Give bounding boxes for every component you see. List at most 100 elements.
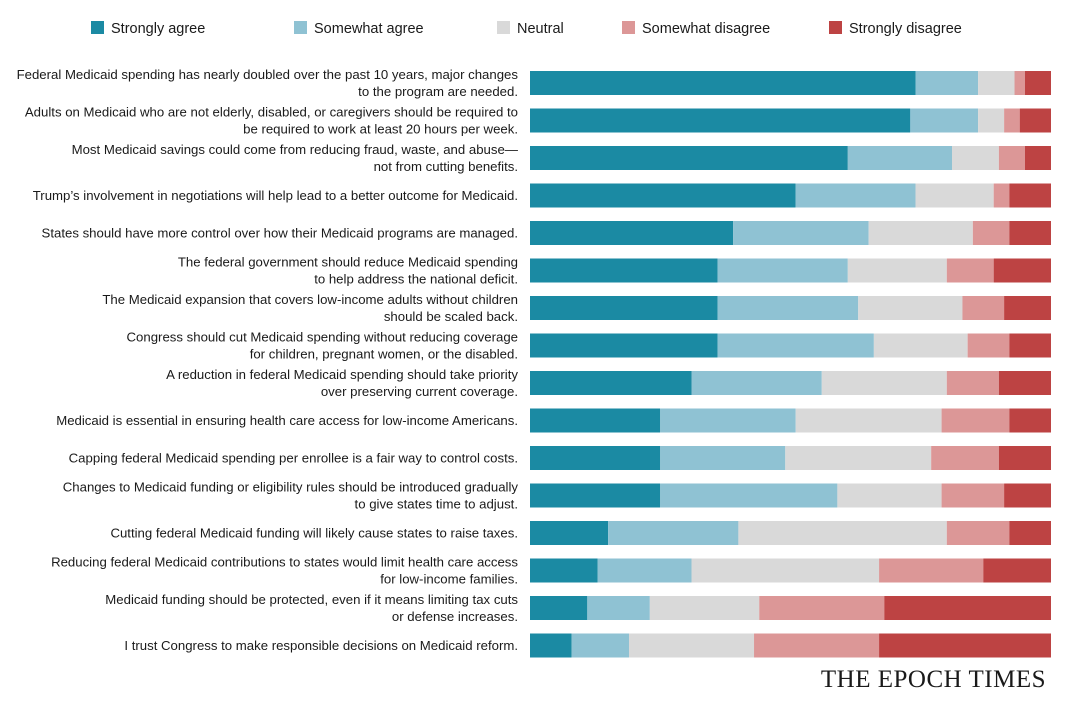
bar-row (530, 108, 1051, 133)
row-label-line: I trust Congress to make responsible dec… (124, 638, 518, 653)
bar-row (530, 633, 1051, 658)
bar-segment-strongly-agree (530, 108, 911, 133)
bar-segment-strongly-disagree (1009, 183, 1051, 208)
bar-row (530, 296, 1051, 320)
bar-segment-somewhat-agree (587, 596, 650, 620)
row-labels: Federal Medicaid spending has nearly dou… (17, 67, 519, 653)
bar-row (530, 146, 1051, 170)
bar-segment-neutral (952, 146, 999, 170)
row-label-line: for low-income families. (380, 572, 518, 587)
row-label-line: not from cutting benefits. (374, 159, 518, 174)
bar-segment-neutral (628, 633, 755, 658)
bar-segment-neutral (858, 296, 963, 320)
row-label: I trust Congress to make responsible dec… (124, 638, 518, 653)
bar-segment-somewhat-agree (717, 333, 874, 358)
bar-segment-somewhat-agree (571, 633, 629, 658)
bar-segment-strongly-agree (530, 221, 734, 245)
bar-segment-strongly-agree (530, 483, 661, 508)
bar-segment-somewhat-agree (660, 483, 838, 508)
bar-segment-somewhat-disagree (998, 146, 1025, 170)
bar-segment-neutral (738, 521, 947, 545)
row-label-line: Federal Medicaid spending has nearly dou… (17, 67, 519, 82)
bar-segment-somewhat-disagree (941, 483, 1005, 508)
bar-segment-somewhat-agree (915, 71, 979, 95)
bar-segment-strongly-disagree (884, 596, 1051, 620)
bar-row (530, 446, 1051, 470)
bar-segment-strongly-disagree (1024, 71, 1051, 95)
bar-segment-strongly-disagree (1009, 221, 1051, 245)
bar-segment-somewhat-agree (608, 521, 739, 545)
bar-segment-somewhat-disagree (759, 596, 885, 620)
row-label-line: The Medicaid expansion that covers low-i… (102, 292, 518, 307)
bar-segment-somewhat-agree (691, 371, 822, 395)
bar-segment-somewhat-agree (795, 183, 916, 208)
row-label: States should have more control over how… (42, 226, 518, 241)
legend-label-neutral: Neutral (517, 21, 564, 37)
row-label-line: should be scaled back. (384, 309, 518, 324)
bar-segment-strongly-agree (530, 446, 661, 470)
row-label-line: Most Medicaid savings could come from re… (72, 142, 519, 157)
bar-segment-strongly-agree (530, 558, 598, 583)
legend-swatch-somewhat-agree (294, 21, 307, 34)
bar-segment-somewhat-disagree (941, 408, 1010, 433)
row-label-line: Adults on Medicaid who are not elderly, … (25, 105, 518, 120)
bar-segment-somewhat-disagree (931, 446, 999, 470)
legend-item-neutral: Neutral (497, 21, 564, 37)
bars (530, 71, 1051, 658)
bar-segment-somewhat-disagree (993, 183, 1010, 208)
legend-item-strongly-disagree: Strongly disagree (829, 21, 962, 37)
row-label: The federal government should reduce Med… (178, 255, 518, 287)
row-label-line: Trump’s involvement in negotiations will… (33, 188, 518, 203)
bar-segment-strongly-agree (530, 371, 692, 395)
row-label: Trump’s involvement in negotiations will… (33, 188, 518, 203)
bar-segment-strongly-disagree (1004, 296, 1051, 320)
bar-segment-somewhat-agree (597, 558, 692, 583)
bar-row (530, 71, 1051, 95)
bar-segment-neutral (821, 371, 947, 395)
bar-segment-strongly-agree (530, 333, 718, 358)
bar-segment-somewhat-disagree (962, 296, 1005, 320)
bar-segment-somewhat-disagree (946, 371, 999, 395)
bar-segment-strongly-disagree (993, 258, 1051, 283)
row-label-line: Cutting federal Medicaid funding will li… (110, 526, 518, 541)
row-label: A reduction in federal Medicaid spending… (166, 367, 518, 399)
bar-segment-strongly-disagree (1024, 146, 1051, 170)
row-label: Reducing federal Medicaid contributions … (51, 555, 518, 587)
bar-segment-somewhat-agree (847, 146, 953, 170)
row-label: Changes to Medicaid funding or eligibili… (63, 480, 519, 512)
row-label-line: be required to work at least 20 hours pe… (243, 122, 518, 137)
bar-segment-neutral (915, 183, 994, 208)
bar-segment-neutral (978, 108, 1005, 133)
row-label-line: to give states time to adjust. (355, 497, 518, 512)
bar-segment-somewhat-disagree (946, 258, 994, 283)
row-label-line: Changes to Medicaid funding or eligibili… (63, 480, 519, 495)
legend-label-somewhat-agree: Somewhat agree (314, 21, 424, 37)
legend-swatch-neutral (497, 21, 510, 34)
legend-item-strongly-agree: Strongly agree (91, 21, 205, 37)
bar-segment-neutral (785, 446, 932, 470)
bar-segment-somewhat-disagree (967, 333, 1010, 358)
bar-segment-strongly-disagree (1009, 333, 1051, 358)
bar-segment-somewhat-disagree (879, 558, 984, 583)
bar-segment-strongly-agree (530, 296, 718, 320)
row-label-line: for children, pregnant women, or the dis… (250, 347, 518, 362)
bar-segment-strongly-disagree (998, 446, 1051, 470)
bar-segment-neutral (847, 258, 947, 283)
bar-segment-strongly-disagree (1019, 108, 1051, 133)
legend-swatch-somewhat-disagree (622, 21, 635, 34)
brand-logo: THE EPOCH TIMES (820, 666, 1046, 693)
bar-segment-somewhat-disagree (754, 633, 880, 658)
bar-row (530, 483, 1051, 508)
row-label: Medicaid is essential in ensuring health… (56, 413, 518, 428)
row-label-line: Reducing federal Medicaid contributions … (51, 555, 518, 570)
row-label-line: to help address the national deficit. (314, 272, 518, 287)
bar-segment-neutral (795, 408, 942, 433)
bar-row (530, 521, 1051, 545)
bar-segment-somewhat-disagree (972, 221, 1010, 245)
bar-segment-strongly-disagree (998, 371, 1051, 395)
bar-segment-somewhat-disagree (1014, 71, 1025, 95)
row-label-line: or defense increases. (392, 609, 518, 624)
bar-segment-strongly-agree (530, 71, 916, 95)
bar-segment-neutral (868, 221, 973, 245)
